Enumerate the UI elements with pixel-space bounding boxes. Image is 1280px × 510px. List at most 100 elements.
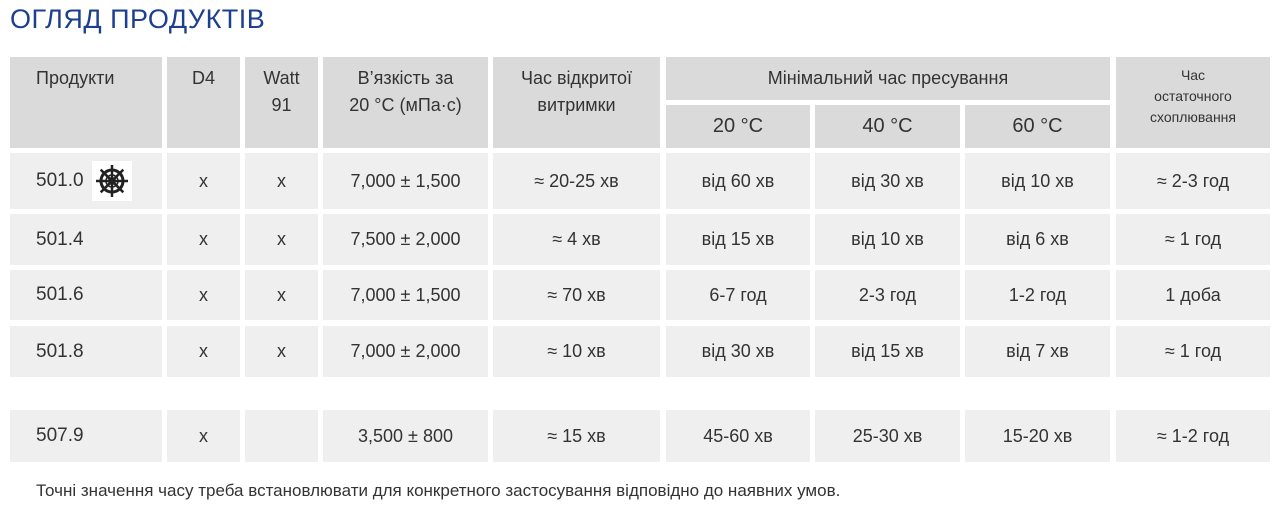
table-cell: 501.8 [10,326,162,377]
page-title: ОГЛЯД ПРОДУКТІВ [10,4,266,34]
table-cell: ≈ 2-3 год [1116,153,1270,209]
cell-text: 7,000 ± 2,000 [350,341,461,361]
cell-text: від 30 хв [701,341,775,361]
cell-text: від 15 хв [851,341,924,361]
cell-text: 1-2 год [1008,284,1067,305]
sub-header: 20 °C [666,105,810,148]
cell-text: 45-60 хв [703,425,773,446]
table-cell: x [245,270,318,320]
header-cell: Продукти [10,57,162,148]
cell-text: x [199,284,208,305]
table-cell: ≈ 20-25 хв [493,153,660,209]
table-cell: x [245,153,318,209]
table-cell: 7,000 ± 2,000 [323,326,488,377]
table-cell: 2-3 год [815,270,960,320]
table-cell: x [167,214,240,265]
cell-text: 1 доба [1165,284,1221,305]
table-cell: від 60 хв [666,153,810,209]
table-cell: x [245,214,318,265]
cell-text: x [199,425,208,446]
cell-text: x [277,284,286,305]
cell-text: 7,500 ± 2,000 [350,229,461,249]
cell-text: Мінімальний час пресування [767,68,1009,88]
table-cell: 1-2 год [965,270,1110,320]
header-cell: Watt 91 [245,57,318,148]
cell-text: ≈ 4 хв [552,229,601,249]
cell-text: 2-3 год [858,284,917,305]
cell-text: Продукти [36,68,115,88]
cell-text: від 60 хв [701,170,775,191]
cell-text: Час відкритої [520,68,633,88]
cell-text: від 6 хв [1006,229,1069,249]
table-cell: x [167,326,240,377]
cell-text: Час [1180,67,1206,83]
cell-text: 501.0 [36,170,84,191]
table-cell: x [167,410,240,462]
cell-text: D4 [191,68,215,88]
cell-text: 7,000 ± 1,500 [350,170,461,191]
cell-text: 20 °C [712,115,764,137]
table-cell: 45-60 хв [666,410,810,462]
header-cell: В’язкість за 20 °C (мПа·с) [323,57,488,148]
table-cell: 7,000 ± 1,500 [323,153,488,209]
cell-text: ≈ 70 хв [547,284,606,305]
table-cell: 7,500 ± 2,000 [323,214,488,265]
cell-text: ≈ 20-25 хв [534,170,619,191]
table-cell: ≈ 10 хв [493,326,660,377]
cell-text: від 10 хв [1001,170,1074,191]
cell-text: 40 °C [862,115,913,137]
group-header: Мінімальний час пресування [666,57,1110,100]
table-cell: 7,000 ± 1,500 [323,270,488,320]
product-icon [91,161,132,201]
table-cell: ≈ 1 год [1116,214,1270,265]
cell-text: від 10 хв [851,229,924,249]
table-cell: x [245,326,318,377]
header-cell: Час відкритої витримки [493,57,660,148]
cell-text: 501.8 [36,340,84,362]
cell-text: ≈ 1 год [1164,229,1222,249]
cell-text: 15-20 хв [1002,425,1073,446]
cell-text: 20 °C (мПа·с) [349,95,462,115]
cell-text: від 7 хв [1006,341,1069,361]
table-cell: 3,500 ± 800 [323,410,488,462]
table-cell [245,410,318,462]
cell-text: ≈ 15 хв [547,425,606,446]
table-cell: ≈ 1 год [1116,326,1270,377]
table-cell: 501.4 [10,214,162,265]
sub-header: 40 °C [815,105,960,148]
table-cell: від 10 хв [965,153,1110,209]
cell-text: 7,000 ± 1,500 [350,284,461,305]
cell-text: 501.6 [36,284,84,305]
cell-text: ≈ 2-3 год [1156,170,1230,191]
cell-text: від 15 хв [701,229,775,249]
header-cell: D4 [167,57,240,148]
cell-text: схоплювання [1150,109,1236,125]
table-cell: ≈ 4 хв [493,214,660,265]
table-cell: від 15 хв [666,214,810,265]
table-cell: від 7 хв [965,326,1110,377]
cell-text: ≈ 1-2 год [1156,425,1230,446]
table-cell: ≈ 15 хв [493,410,660,462]
table-cell: 501.6 [10,270,162,320]
table-cell: ≈ 70 хв [493,270,660,320]
cell-text: 3,500 ± 800 [358,425,453,446]
cell-text: 91 [271,95,292,115]
sub-header: 60 °C [965,105,1110,148]
table-cell: 6-7 год [666,270,810,320]
cell-text: x [277,170,286,191]
table-cell: ≈ 1-2 год [1116,410,1270,462]
cell-text: Watt [263,68,300,88]
cell-text: остаточного [1154,88,1232,104]
table-cell: 15-20 хв [965,410,1110,462]
cell-text: ≈ 10 хв [547,341,606,361]
table-cell: від 30 хв [815,153,960,209]
cell-text: 501.4 [36,228,84,250]
cell-text: x [199,341,208,361]
table-cell: від 6 хв [965,214,1110,265]
footnote: Точні значення часу треба встановлювати … [36,481,841,500]
table-cell: 507.9 [10,410,162,462]
cell-text: x [277,341,286,361]
cell-text: x [199,229,208,249]
table-cell: x [167,270,240,320]
